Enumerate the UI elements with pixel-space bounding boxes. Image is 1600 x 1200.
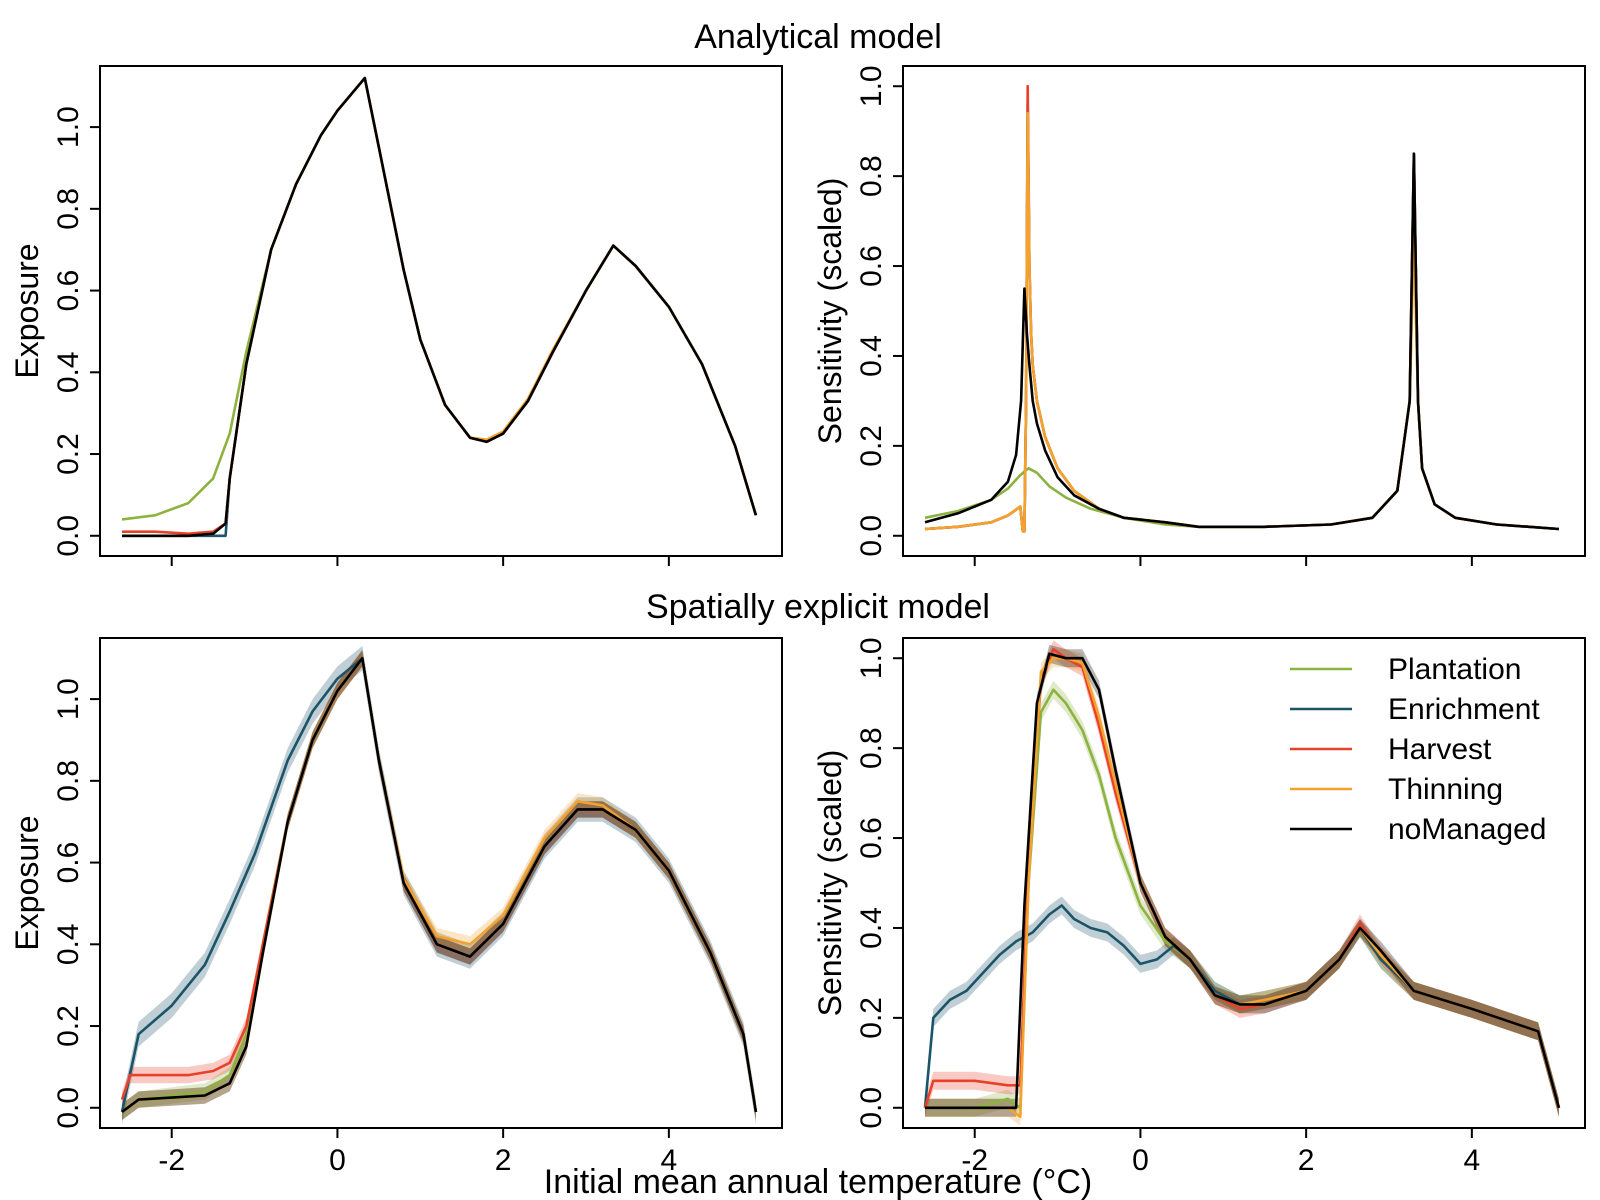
analytical-sensitivity-panel: 0.0 0.2 0.4 0.6 0.8 1.0 Sensitivity (scaled) [812,65,1586,566]
series-line-noManaged [122,76,758,538]
y-tick-label: 0.8 [855,155,888,197]
y-tick-label: 0.2 [52,433,85,475]
legend-label: noManaged [1388,813,1546,846]
x-axis-label: Initial mean annual temperature (°C) [544,1163,1092,1200]
band-Enrichment [925,896,1559,1117]
spatial-sensitivity-frame [902,637,1586,1129]
top-title: Analytical model [694,18,942,56]
series-line-noManaged [925,652,1561,1110]
spatial-exposure-panel: -2 0 2 4 0.0 0.2 0.4 0.6 0.8 1.0 Exposure [9,637,783,1177]
analytical-exposure-panel: 0.0 0.2 0.4 0.6 0.8 1.0 Exposure [9,65,783,566]
y-tick-label: 0.0 [855,1087,888,1129]
spatial-exposure-frame [99,637,783,1129]
x-tick-label: 2 [1298,1144,1315,1177]
x-tick-label: 4 [1464,1144,1481,1177]
y-tick-label: 1.0 [52,678,85,720]
y-tick-label: 0.0 [52,1087,85,1129]
legend-entry: Harvest [1290,733,1492,766]
analytical-sensitivity-plot-area [924,84,1559,533]
y-tick-label: 0.8 [52,188,85,230]
analytical-exposure-frame [99,65,783,557]
series-line-noManaged [924,152,1559,531]
y-axis-label: Sensitivity (scaled) [812,178,848,445]
y-tick-label: 0.8 [855,727,888,769]
y-tick-label: 1.0 [855,637,888,679]
x-tick-label: -2 [158,1144,185,1177]
series-line-Enrichment [924,102,1559,533]
y-tick-label: 0.4 [855,907,888,949]
legend-label: Enrichment [1388,693,1540,726]
series-line-Plantation [924,228,1559,531]
band-Plantation [122,650,756,1120]
x-tick-label: 0 [329,1144,346,1177]
legend-entry: Plantation [1290,653,1521,686]
y-tick-label: 0.4 [52,923,85,965]
y-tick-label: 0.8 [52,760,85,802]
band-Enrichment [122,646,756,1125]
analytical-sensitivity-frame [902,65,1586,557]
x-tick-label: 0 [1132,1144,1149,1177]
legend-entry: Thinning [1290,773,1503,806]
x-tick-label: 2 [495,1144,512,1177]
band-Thinning [122,650,756,1120]
series-line-Harvest [924,84,1559,533]
bottom-title: Spatially explicit model [646,588,990,626]
y-tick-label: 0.2 [855,425,888,467]
series-line-noManaged [121,656,758,1113]
series-line-Enrichment [120,656,758,1113]
band-Harvest [122,650,756,1120]
y-tick-label: 0.4 [855,335,888,377]
x-tick-label: -2 [961,1144,988,1177]
y-tick-label: 0.4 [52,351,85,393]
legend-label: Plantation [1388,653,1521,686]
panels: 0.00.20.40.60.81.0Exposure0.00.20.40.60.… [9,65,1586,1177]
y-tick-label: 0.6 [52,842,85,884]
legend-label: Harvest [1388,733,1492,766]
y-tick-label: 0.0 [52,515,85,557]
series-line-Thinning [925,656,1561,1119]
y-tick-label: 1.0 [52,106,85,148]
y-tick-label: 0.6 [52,270,85,312]
spatial-sensitivity-panel: -2 0 2 4 0.0 0.2 0.4 0.6 0.8 1.0 Sensitivity (scal… [812,637,1586,1177]
legend-entry: Enrichment [1290,693,1540,726]
y-tick-label: 0.6 [855,817,888,859]
spatial-exposure-plot-area [120,646,758,1125]
y-axis-label: Exposure [9,243,45,378]
series-line-Thinning [924,111,1559,533]
y-axis-label: Exposure [9,815,45,950]
band-noManaged [122,650,756,1120]
legend-label: Thinning [1388,773,1503,806]
series-line-Thinning [121,656,758,1113]
legend-entry: noManaged [1290,813,1546,846]
y-tick-label: 0.2 [52,1005,85,1047]
y-axis-label: Sensitivity (scaled) [812,750,848,1017]
series-line-Plantation [121,656,758,1113]
spatial-sensitivity-plot-area [923,640,1561,1126]
x-tick-label: 4 [661,1144,678,1177]
series-line-Harvest [120,656,758,1113]
y-tick-label: 0.0 [855,515,888,557]
analytical-exposure-plot-area [121,76,758,538]
legend: Plantation Enrichment Harvest Thinning noMan… [1290,653,1546,846]
y-tick-label: 0.2 [855,997,888,1039]
y-tick-label: 1.0 [855,65,888,107]
y-tick-label: 0.6 [855,245,888,287]
